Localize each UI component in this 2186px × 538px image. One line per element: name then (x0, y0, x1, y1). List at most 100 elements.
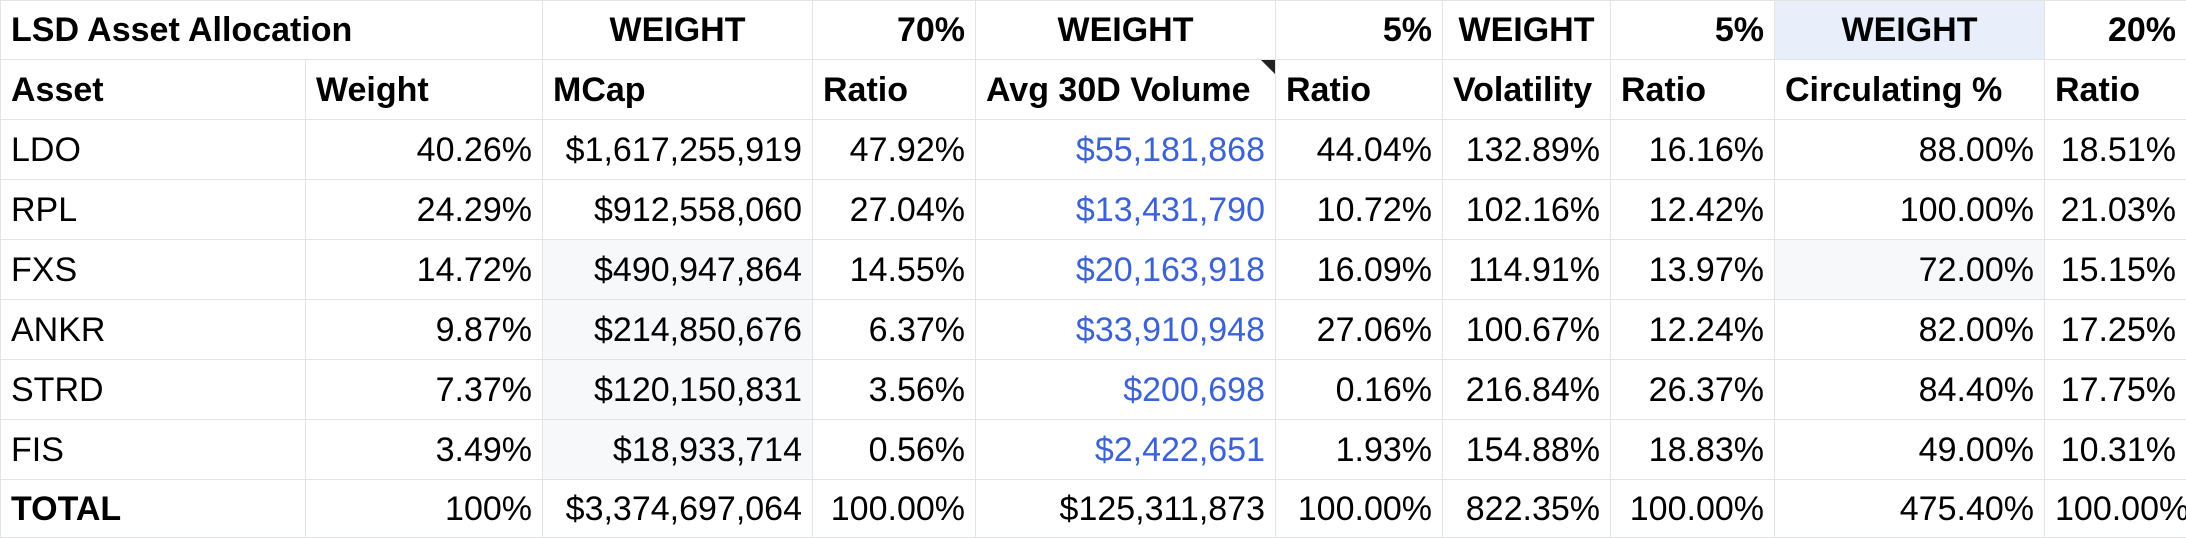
header-label: Avg 30D Volume (986, 71, 1251, 109)
cell-mcap-ratio[interactable]: 3.56% (813, 360, 976, 420)
group-label-mcap[interactable]: WEIGHT (543, 1, 813, 60)
cell-volatility-ratio[interactable]: 26.37% (1611, 360, 1775, 420)
cell-volume[interactable]: $20,163,918 (976, 240, 1276, 300)
total-volume[interactable]: $125,311,873 (976, 480, 1276, 538)
header-ratio[interactable]: Ratio (1611, 60, 1775, 120)
total-volume-ratio[interactable]: 100.00% (1276, 480, 1443, 538)
header-ratio[interactable]: Ratio (1276, 60, 1443, 120)
cell-volume[interactable]: $2,422,651 (976, 420, 1276, 480)
cell-circulating-ratio[interactable]: 10.31% (2045, 420, 2186, 480)
cell-circulating[interactable]: 49.00% (1775, 420, 2045, 480)
header-asset[interactable]: Asset (1, 60, 306, 120)
total-weight[interactable]: 100% (306, 480, 543, 538)
cell-asset[interactable]: FXS (1, 240, 306, 300)
cell-circulating-ratio[interactable]: 15.15% (2045, 240, 2186, 300)
cell-volatility[interactable]: 132.89% (1443, 120, 1611, 180)
total-label[interactable]: TOTAL (1, 480, 306, 538)
cell-volume[interactable]: $55,181,868 (976, 120, 1276, 180)
cell-mcap[interactable]: $18,933,714 (543, 420, 813, 480)
header-ratio[interactable]: Ratio (2045, 60, 2186, 120)
cell-volatility-ratio[interactable]: 13.97% (1611, 240, 1775, 300)
cell-weight[interactable]: 14.72% (306, 240, 543, 300)
cell-volume[interactable]: $33,910,948 (976, 300, 1276, 360)
cell-weight[interactable]: 40.26% (306, 120, 543, 180)
sheet-title[interactable]: LSD Asset Allocation (1, 1, 543, 60)
group-pct-volatility[interactable]: 5% (1611, 1, 1775, 60)
cell-asset[interactable]: STRD (1, 360, 306, 420)
group-header-row: LSD Asset Allocation WEIGHT 70% WEIGHT 5… (1, 1, 2186, 60)
group-label-volume[interactable]: WEIGHT (976, 1, 1276, 60)
cell-circulating[interactable]: 84.40% (1775, 360, 2045, 420)
group-pct-circulating[interactable]: 20% (2045, 1, 2186, 60)
cell-volatility[interactable]: 216.84% (1443, 360, 1611, 420)
cell-asset[interactable]: LDO (1, 120, 306, 180)
total-volatility-ratio[interactable]: 100.00% (1611, 480, 1775, 538)
cell-volume[interactable]: $13,431,790 (976, 180, 1276, 240)
cell-volume-ratio[interactable]: 0.16% (1276, 360, 1443, 420)
cell-volume-ratio[interactable]: 10.72% (1276, 180, 1443, 240)
cell-mcap-ratio[interactable]: 0.56% (813, 420, 976, 480)
cell-circulating[interactable]: 72.00% (1775, 240, 2045, 300)
cell-weight[interactable]: 3.49% (306, 420, 543, 480)
cell-weight[interactable]: 24.29% (306, 180, 543, 240)
cell-mcap[interactable]: $912,558,060 (543, 180, 813, 240)
total-circulating[interactable]: 475.40% (1775, 480, 2045, 538)
cell-circulating[interactable]: 100.00% (1775, 180, 2045, 240)
cell-asset[interactable]: RPL (1, 180, 306, 240)
cell-volatility[interactable]: 100.67% (1443, 300, 1611, 360)
comment-indicator-icon[interactable] (1261, 60, 1275, 74)
cell-mcap-ratio[interactable]: 14.55% (813, 240, 976, 300)
cell-circulating-ratio[interactable]: 17.75% (2045, 360, 2186, 420)
cell-volume[interactable]: $200,698 (976, 360, 1276, 420)
cell-mcap-ratio[interactable]: 47.92% (813, 120, 976, 180)
cell-mcap-ratio[interactable]: 6.37% (813, 300, 976, 360)
total-volatility[interactable]: 822.35% (1443, 480, 1611, 538)
cell-circulating-ratio[interactable]: 17.25% (2045, 300, 2186, 360)
group-pct-volume[interactable]: 5% (1276, 1, 1443, 60)
header-weight[interactable]: Weight (306, 60, 543, 120)
cell-asset[interactable]: FIS (1, 420, 306, 480)
cell-circulating-ratio[interactable]: 21.03% (2045, 180, 2186, 240)
cell-mcap[interactable]: $120,150,831 (543, 360, 813, 420)
cell-volatility-ratio[interactable]: 18.83% (1611, 420, 1775, 480)
cell-mcap[interactable]: $1,617,255,919 (543, 120, 813, 180)
group-pct-mcap[interactable]: 70% (813, 1, 976, 60)
cell-mcap[interactable]: $490,947,864 (543, 240, 813, 300)
cell-mcap-ratio[interactable]: 27.04% (813, 180, 976, 240)
cell-weight[interactable]: 7.37% (306, 360, 543, 420)
cell-volume-ratio[interactable]: 27.06% (1276, 300, 1443, 360)
header-ratio[interactable]: Ratio (813, 60, 976, 120)
cell-circulating-ratio[interactable]: 18.51% (2045, 120, 2186, 180)
group-label-circulating[interactable]: WEIGHT (1775, 1, 2045, 60)
header-mcap[interactable]: MCap (543, 60, 813, 120)
cell-circulating[interactable]: 82.00% (1775, 300, 2045, 360)
header-volatility[interactable]: Volatility (1443, 60, 1611, 120)
cell-asset[interactable]: ANKR (1, 300, 306, 360)
cell-volatility-ratio[interactable]: 12.24% (1611, 300, 1775, 360)
total-mcap-ratio[interactable]: 100.00% (813, 480, 976, 538)
cell-volatility-ratio[interactable]: 16.16% (1611, 120, 1775, 180)
group-label-volatility[interactable]: WEIGHT (1443, 1, 1611, 60)
header-avg-30d-volume[interactable]: Avg 30D Volume (976, 60, 1276, 120)
cell-volatility[interactable]: 102.16% (1443, 180, 1611, 240)
cell-volatility-ratio[interactable]: 12.42% (1611, 180, 1775, 240)
header-circulating[interactable]: Circulating % (1775, 60, 2045, 120)
cell-volume-ratio[interactable]: 44.04% (1276, 120, 1443, 180)
cell-circulating[interactable]: 88.00% (1775, 120, 2045, 180)
cell-volume-ratio[interactable]: 1.93% (1276, 420, 1443, 480)
cell-mcap[interactable]: $214,850,676 (543, 300, 813, 360)
total-circulating-ratio[interactable]: 100.00% (2045, 480, 2186, 538)
total-mcap[interactable]: $3,374,697,064 (543, 480, 813, 538)
cell-volatility[interactable]: 154.88% (1443, 420, 1611, 480)
cell-volatility[interactable]: 114.91% (1443, 240, 1611, 300)
cell-weight[interactable]: 9.87% (306, 300, 543, 360)
cell-volume-ratio[interactable]: 16.09% (1276, 240, 1443, 300)
